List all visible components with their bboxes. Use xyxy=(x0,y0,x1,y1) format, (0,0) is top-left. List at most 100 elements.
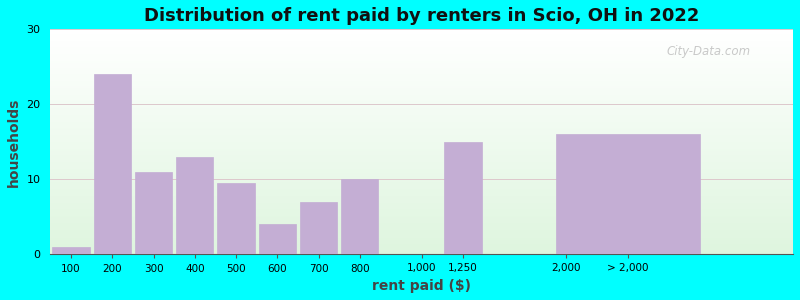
Bar xyxy=(50,253,793,254)
Bar xyxy=(50,98,793,99)
Bar xyxy=(50,87,793,88)
Bar xyxy=(50,117,793,118)
Bar xyxy=(176,157,214,254)
Bar xyxy=(50,99,793,100)
Bar xyxy=(50,144,793,145)
Bar xyxy=(50,212,793,213)
Bar xyxy=(50,242,793,243)
Bar xyxy=(50,248,793,249)
Bar xyxy=(50,109,793,110)
Bar xyxy=(50,48,793,50)
Bar xyxy=(50,136,793,137)
Bar xyxy=(50,52,793,53)
Bar xyxy=(50,115,793,116)
Bar xyxy=(50,70,793,71)
Bar xyxy=(50,163,793,164)
Bar xyxy=(50,233,793,234)
Bar xyxy=(50,197,793,198)
Bar xyxy=(50,47,793,48)
Bar xyxy=(50,54,793,55)
Bar xyxy=(50,30,793,31)
Bar xyxy=(50,172,793,173)
Bar xyxy=(50,155,793,157)
Bar xyxy=(50,145,793,146)
Bar xyxy=(50,96,793,97)
Bar xyxy=(50,231,793,232)
Bar xyxy=(50,154,793,155)
Bar xyxy=(50,186,793,187)
Bar xyxy=(50,65,793,66)
Bar xyxy=(50,245,793,247)
Title: Distribution of rent paid by renters in Scio, OH in 2022: Distribution of rent paid by renters in … xyxy=(144,7,699,25)
Bar xyxy=(50,83,793,85)
Bar xyxy=(50,148,793,150)
Bar xyxy=(50,50,793,51)
Bar xyxy=(50,236,793,238)
Bar xyxy=(50,146,793,148)
Bar xyxy=(50,223,793,224)
Bar xyxy=(50,97,793,98)
Bar xyxy=(50,40,793,42)
Bar xyxy=(556,134,700,254)
Bar xyxy=(50,89,793,90)
Bar xyxy=(50,162,793,163)
Bar xyxy=(50,71,793,72)
Bar xyxy=(50,134,793,135)
Bar xyxy=(50,182,793,184)
Bar xyxy=(50,249,793,250)
Bar xyxy=(50,85,793,86)
Bar xyxy=(50,226,793,227)
Bar xyxy=(50,114,793,115)
Bar xyxy=(50,216,793,217)
Bar xyxy=(50,168,793,169)
Bar xyxy=(50,74,793,75)
Bar xyxy=(50,116,793,117)
Bar xyxy=(258,224,296,254)
Bar xyxy=(50,107,793,108)
Bar xyxy=(50,80,793,81)
Bar xyxy=(50,175,793,176)
Bar xyxy=(50,142,793,143)
Bar xyxy=(50,141,793,142)
Bar xyxy=(50,227,793,229)
Bar xyxy=(50,179,793,180)
X-axis label: rent paid ($): rent paid ($) xyxy=(372,279,471,293)
Bar xyxy=(50,167,793,168)
Bar xyxy=(50,133,793,134)
Bar xyxy=(50,224,793,225)
Bar xyxy=(50,187,793,188)
Bar xyxy=(50,221,793,222)
Bar xyxy=(50,68,793,69)
Bar xyxy=(218,183,254,254)
Bar xyxy=(50,62,793,63)
Bar xyxy=(50,123,793,124)
Bar xyxy=(50,53,793,54)
Bar xyxy=(50,185,793,186)
Bar xyxy=(50,121,793,122)
Bar xyxy=(50,135,793,136)
Bar xyxy=(50,76,793,78)
Bar xyxy=(50,122,793,123)
Bar xyxy=(50,51,793,52)
Bar xyxy=(50,29,793,30)
Bar xyxy=(50,173,793,175)
Bar xyxy=(50,180,793,181)
Bar xyxy=(50,213,793,214)
Bar xyxy=(135,172,172,254)
Bar xyxy=(50,247,793,248)
Bar xyxy=(444,142,482,254)
Bar xyxy=(50,218,793,220)
Bar xyxy=(50,232,793,233)
Bar xyxy=(50,181,793,182)
Bar xyxy=(50,33,793,34)
Bar xyxy=(50,32,793,33)
Bar xyxy=(50,90,793,91)
Bar xyxy=(50,251,793,252)
Bar xyxy=(50,112,793,114)
Bar xyxy=(50,243,793,244)
Text: City-Data.com: City-Data.com xyxy=(666,45,751,58)
Bar xyxy=(50,196,793,197)
Bar xyxy=(50,118,793,119)
Bar xyxy=(50,124,793,125)
Bar xyxy=(50,164,793,166)
